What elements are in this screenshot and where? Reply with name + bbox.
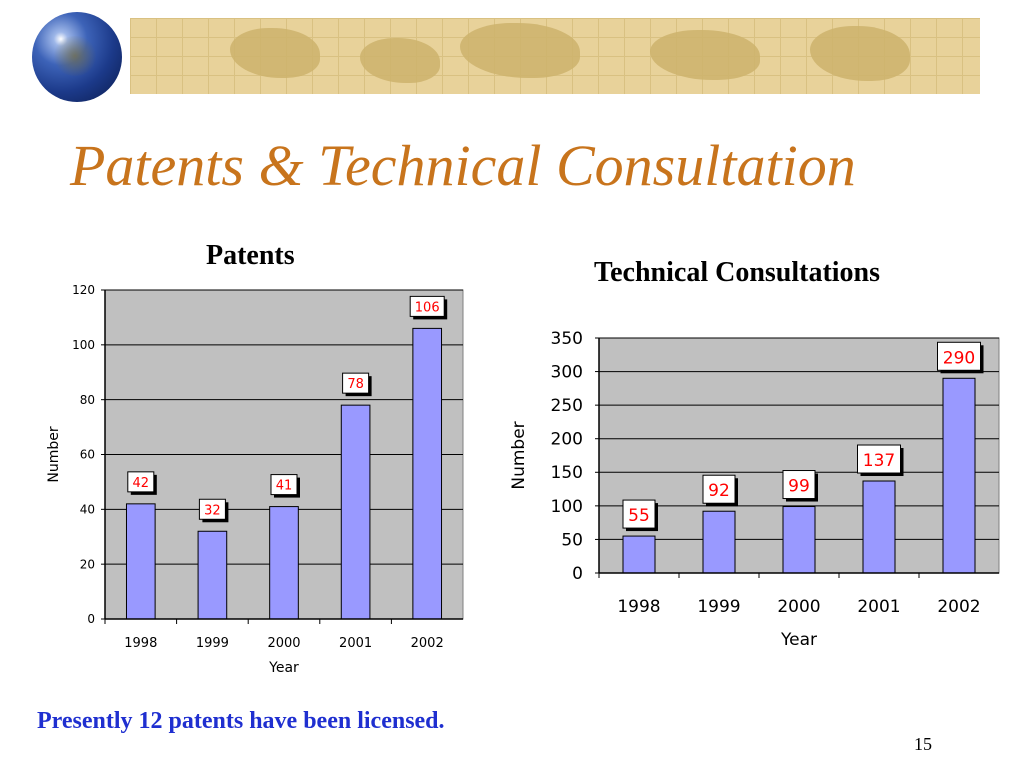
x-tick-label: 2000 xyxy=(777,597,820,617)
x-tick-label: 2001 xyxy=(857,597,900,617)
patents-chart-title: Patents xyxy=(206,240,295,271)
data-label: 55 xyxy=(628,506,650,526)
y-axis-label: Number xyxy=(46,426,62,482)
globe-icon xyxy=(32,12,122,102)
consultations-chart: 0 50 100 150 200 250 300 350 1998 55 1999 92 2000 99 2… xyxy=(509,329,1000,650)
bar xyxy=(862,480,896,574)
footnote: Presently 12 patents have been licensed. xyxy=(37,708,445,734)
bar xyxy=(942,377,976,574)
y-tick-label: 350 xyxy=(551,329,583,349)
data-label-box xyxy=(937,341,981,371)
x-tick-label: 1998 xyxy=(617,597,660,617)
y-tick-label: 60 xyxy=(80,448,95,462)
data-label: 290 xyxy=(943,348,975,368)
map-landmass xyxy=(360,38,440,83)
y-tick-label: 0 xyxy=(87,612,95,626)
data-label-box xyxy=(198,498,226,520)
data-label: 106 xyxy=(415,300,440,315)
map-landmass xyxy=(650,30,760,80)
data-label-box xyxy=(857,444,901,474)
y-tick-label: 40 xyxy=(80,503,95,517)
bar xyxy=(269,506,299,620)
bar xyxy=(782,506,816,574)
x-tick-label: 2002 xyxy=(411,636,444,651)
map-landmass xyxy=(810,26,910,81)
bar xyxy=(622,535,656,574)
y-tick-label: 100 xyxy=(72,338,95,352)
data-label-box xyxy=(342,372,370,394)
y-tick-label: 200 xyxy=(551,430,583,450)
data-label-box xyxy=(127,471,155,493)
slide-title: Patents & Technical Consultation xyxy=(70,133,856,198)
y-tick-label: 50 xyxy=(561,530,583,550)
page-number: 15 xyxy=(914,734,932,754)
x-axis-label: Year xyxy=(268,660,299,676)
data-label: 99 xyxy=(788,477,810,497)
y-tick-label: 300 xyxy=(551,363,583,383)
y-tick-label: 100 xyxy=(551,497,583,517)
data-label: 137 xyxy=(863,451,895,471)
bar xyxy=(412,327,443,620)
x-tick-label: 2001 xyxy=(339,636,372,651)
x-tick-label: 2000 xyxy=(267,636,300,651)
data-label: 42 xyxy=(133,476,150,491)
bar xyxy=(125,503,156,620)
data-label: 92 xyxy=(708,481,730,501)
x-tick-label: 1998 xyxy=(124,636,157,651)
data-label-box xyxy=(702,474,736,504)
data-label-box xyxy=(782,470,816,500)
data-label: 32 xyxy=(204,503,221,518)
consultations-chart-title: Technical Consultations xyxy=(594,257,881,288)
map-landmass xyxy=(230,28,320,78)
y-tick-label: 120 xyxy=(72,283,95,297)
bar xyxy=(702,510,736,574)
data-label-box xyxy=(409,295,445,317)
patents-chart: 0 20 40 60 80 100 120 1998 42 1999 32 2000 41 2001 78 2… xyxy=(46,283,464,676)
bar xyxy=(197,530,228,620)
data-label-box xyxy=(622,499,656,529)
x-axis-label: Year xyxy=(780,630,817,650)
y-tick-label: 150 xyxy=(551,463,583,483)
data-label: 41 xyxy=(276,479,293,494)
y-axis-label: Number xyxy=(509,421,529,489)
x-tick-label: 1999 xyxy=(697,597,740,617)
map-landmass xyxy=(460,23,580,78)
y-tick-label: 20 xyxy=(80,557,95,571)
y-tick-label: 80 xyxy=(80,393,95,407)
x-tick-label: 1999 xyxy=(196,636,229,651)
x-tick-label: 2002 xyxy=(937,597,980,617)
map-banner xyxy=(130,18,980,94)
data-label-box xyxy=(270,474,298,496)
data-label: 78 xyxy=(347,377,364,392)
bar xyxy=(340,404,371,620)
y-tick-label: 0 xyxy=(572,564,583,584)
y-tick-label: 250 xyxy=(551,396,583,416)
